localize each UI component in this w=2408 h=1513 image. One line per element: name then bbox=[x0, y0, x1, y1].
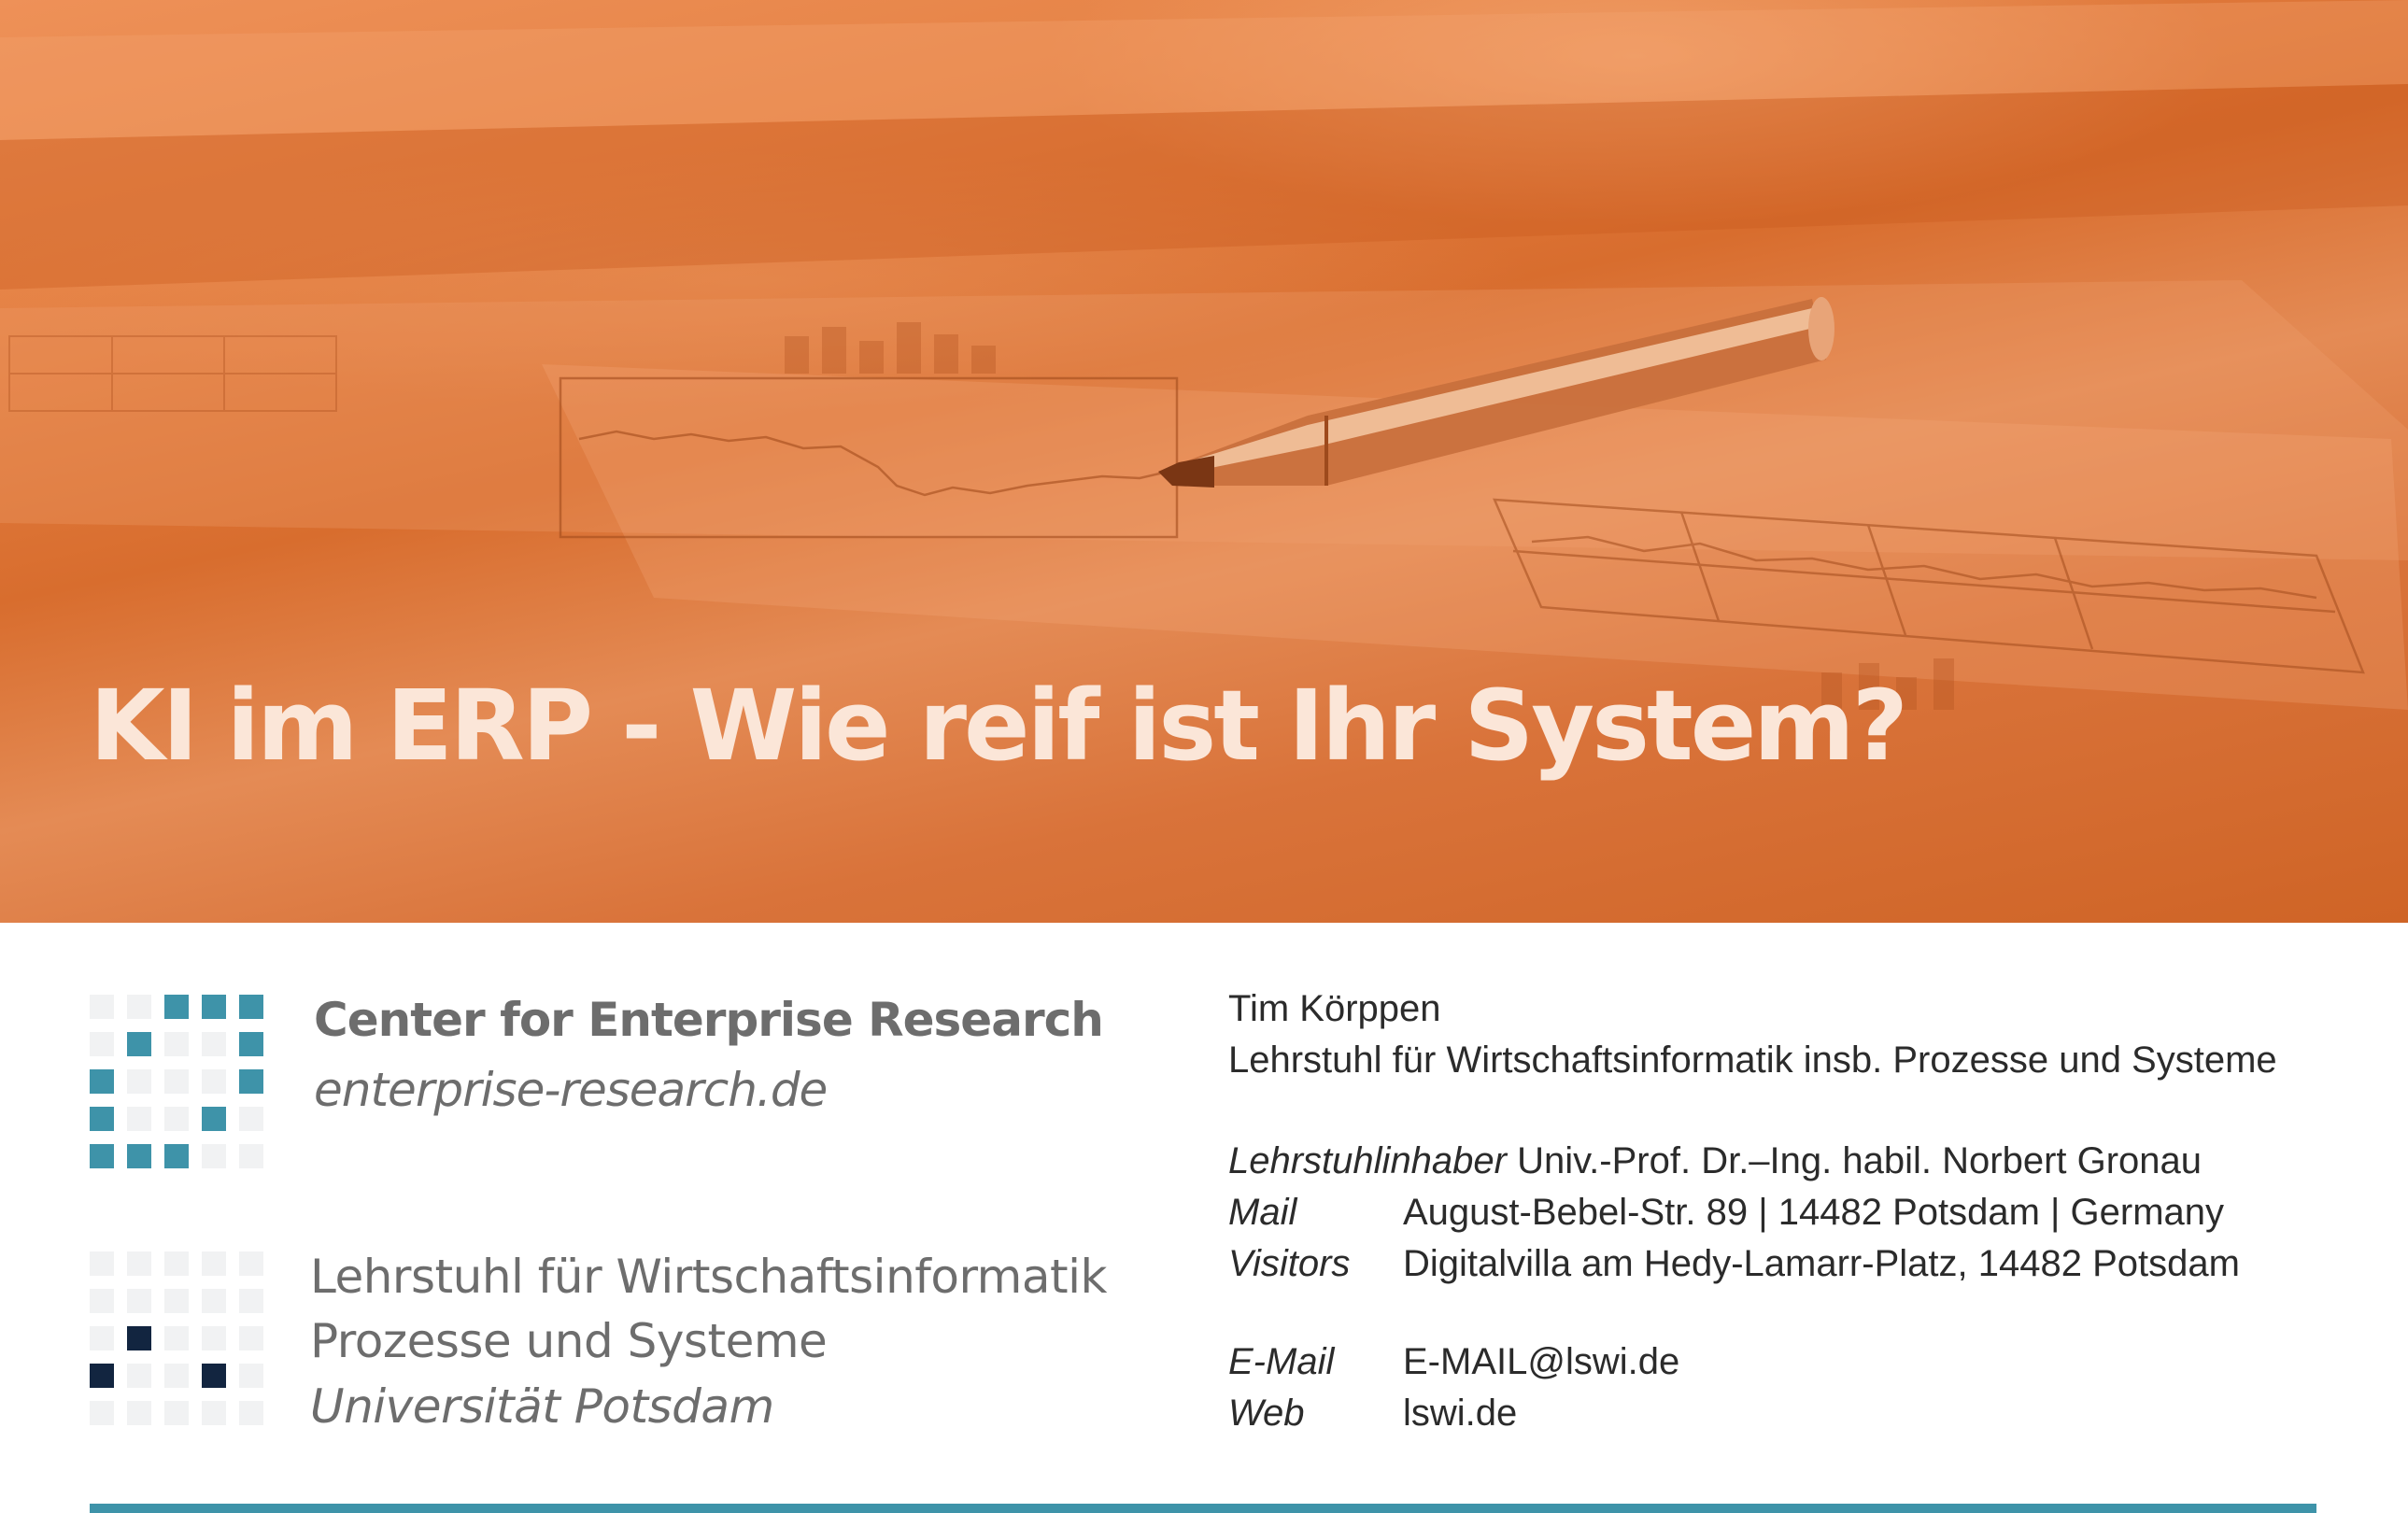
visitors-value: Digitalvilla am Hedy-Lamarr-Platz, 14482… bbox=[1403, 1243, 2240, 1284]
contact-department: Lehrstuhl für Wirtschaftsinformatik insb… bbox=[1228, 1039, 2277, 1081]
hero-background-image bbox=[0, 0, 2408, 710]
visitors-row: Visitors Digitalvilla am Hedy-Lamarr-Pla… bbox=[1228, 1243, 2240, 1285]
chair-value: Univ.-Prof. Dr.–Ing. habil. Norbert Gron… bbox=[1517, 1140, 2203, 1181]
email-label: E-Mail bbox=[1228, 1341, 1335, 1382]
lswi-name-line2: Prozesse und Systeme bbox=[310, 1314, 828, 1368]
visitors-label: Visitors bbox=[1228, 1243, 1351, 1284]
mail-row: Mail August-Bebel-Str. 89 | 14482 Potsda… bbox=[1228, 1192, 2224, 1234]
mail-value: August-Bebel-Str. 89 | 14482 Potsdam | G… bbox=[1403, 1192, 2225, 1233]
web-row: Web lswi.de bbox=[1228, 1393, 1517, 1435]
hero-title: KI im ERP - Wie reif ist Ihr System? bbox=[90, 669, 1908, 783]
hero-banner: KI im ERP - Wie reif ist Ihr System? bbox=[0, 0, 2408, 923]
mail-label: Mail bbox=[1228, 1192, 1297, 1233]
web-label: Web bbox=[1228, 1393, 1305, 1434]
web-link[interactable]: lswi.de bbox=[1403, 1393, 1518, 1434]
lswi-university: Universität Potsdam bbox=[310, 1379, 774, 1434]
lswi-logo-icon bbox=[90, 1251, 263, 1425]
contact-name: Tim Körppen bbox=[1228, 988, 1441, 1029]
cer-logo-icon bbox=[90, 995, 263, 1168]
email-link[interactable]: E-MAIL@lswi.de bbox=[1403, 1341, 1680, 1382]
email-row: E-Mail E-MAIL@lswi.de bbox=[1228, 1341, 1679, 1383]
chair-row: Lehrstuhlinhaber Univ.-Prof. Dr.–Ing. ha… bbox=[1228, 1140, 2202, 1182]
chair-label: Lehrstuhlinhaber bbox=[1228, 1140, 1507, 1181]
cer-url: enterprise-research.de bbox=[314, 1063, 828, 1117]
cer-name: Center for Enterprise Research bbox=[314, 993, 1104, 1047]
bottom-accent-bar bbox=[90, 1504, 2316, 1513]
lswi-name-line1: Lehrstuhl für Wirtschaftsinformatik bbox=[310, 1250, 1107, 1304]
